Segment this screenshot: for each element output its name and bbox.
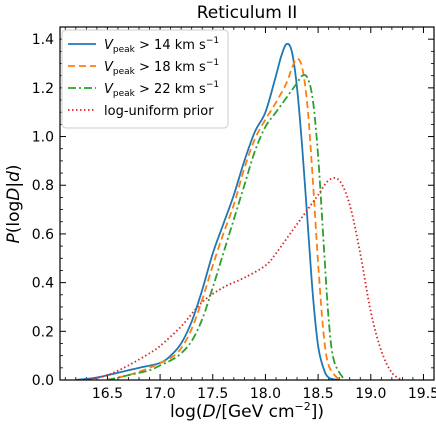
series-line-3 [107, 74, 346, 380]
x-label-part-5: ]) [311, 402, 324, 422]
y-tick-label: 0.6 [32, 227, 54, 243]
series-line-2 [107, 57, 340, 380]
y-tick-label: 0.8 [32, 178, 54, 194]
y-tick-label: 1.2 [32, 81, 54, 97]
y-label-part-6: ) [4, 164, 24, 171]
chart-title: Reticulum II [197, 3, 298, 23]
x-label-part-3: /[GeV cm [216, 402, 295, 422]
x-tick-label: 19.5 [408, 386, 436, 402]
y-axis: 0.0 0.2 0.4 0.6 0.8 1.0 1.2 1.4 [32, 26, 434, 389]
x-tick-label: 18.5 [303, 386, 334, 402]
y-label-part-4: | [4, 182, 24, 188]
x-label-superscript: −2 [295, 400, 311, 413]
series-line-4 [86, 177, 403, 380]
x-tick-label: 18.0 [250, 386, 281, 402]
legend-label-3: Vpeak > 22 km s−1 [104, 80, 219, 99]
legend-label-2: Vpeak > 18 km s−1 [104, 58, 219, 77]
legend: Vpeak > 14 km s−1 Vpeak > 18 km s−1 Vpeak … [61, 29, 229, 129]
x-tick-label: 19.0 [355, 386, 386, 402]
legend-box [61, 29, 229, 129]
y-axis-label: P(logD|d) [4, 164, 24, 243]
x-tick-label: 17.5 [197, 386, 228, 402]
x-label-part-1: log( [170, 402, 203, 422]
y-label-part-5: d [4, 171, 24, 182]
x-tick-label: 17.0 [144, 386, 175, 402]
x-axis-label: log(D/[GeV cm−2]) [170, 400, 324, 422]
y-label-part-2: (log [4, 201, 24, 234]
legend-label-1: Vpeak > 14 km s−1 [104, 36, 219, 55]
y-tick-label: 1.0 [32, 130, 54, 146]
x-tick-label: 16.5 [92, 386, 123, 402]
x-axis: 16.5 17.0 17.5 18.0 18.5 19.0 19.5 [64, 27, 436, 402]
plot-frame [59, 26, 435, 381]
series-group [75, 42, 403, 380]
y-tick-label: 0.0 [32, 373, 54, 389]
x-label-part-2: D [203, 402, 216, 422]
y-tick-label: 1.4 [32, 32, 54, 48]
y-tick-label: 0.2 [32, 324, 54, 340]
y-tick-label: 0.4 [32, 276, 54, 292]
y-label-part-1: P [4, 233, 24, 244]
y-label-part-3: D [4, 188, 24, 201]
legend-label-4: log-uniform prior [104, 104, 214, 119]
